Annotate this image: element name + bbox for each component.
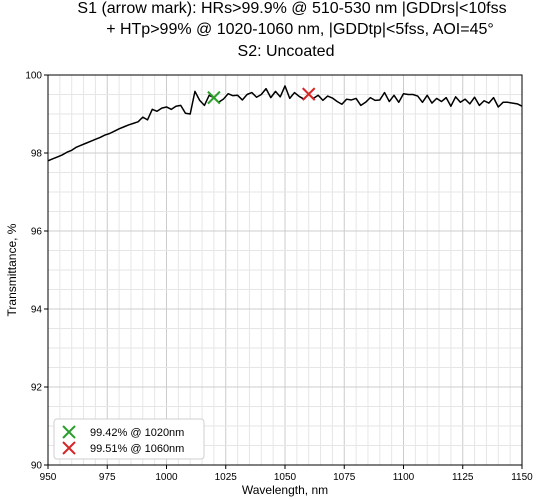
y-axis-label: Transmittance, % (5, 223, 19, 316)
x-tick-label: 1125 (452, 472, 474, 483)
series-layer (47, 85, 523, 162)
x-axis-label: Wavelength, nm (242, 483, 328, 497)
legend-label-1: 99.51% @ 1060nm (90, 443, 184, 455)
x-tick-label: 950 (40, 472, 57, 483)
y-tick-label: 92 (31, 383, 43, 394)
y-tick-label: 94 (31, 305, 43, 316)
title-line-3: S2: Uncoated (238, 43, 335, 60)
x-tick-label: 1150 (511, 472, 533, 483)
legend-label-0: 99.42% @ 1020nm (90, 427, 184, 439)
y-tick-label: 96 (31, 227, 43, 238)
y-tick-label: 100 (25, 71, 42, 82)
x-tick-label: 975 (99, 472, 116, 483)
x-tick-label: 1075 (333, 472, 356, 483)
x-tick-label: 1100 (393, 472, 415, 483)
legend: 99.42% @ 1020nm 99.51% @ 1060nm (53, 418, 205, 460)
marker-layer (207, 87, 316, 105)
series-line-0 (47, 85, 523, 162)
x-tick-label: 1025 (215, 472, 238, 483)
x-axis-ticks: 950 975 1000 1025 1050 1075 1100 1125 1150 (40, 465, 533, 483)
grid (48, 75, 522, 465)
legend-box (53, 418, 205, 460)
title-line-2: + HTp>99% @ 1020-1060 nm, |GDDtp|<5fss, … (106, 21, 494, 38)
y-tick-label: 90 (31, 461, 43, 472)
data-marker-1 (301, 87, 316, 101)
data-marker-0 (207, 90, 221, 105)
y-tick-label: 98 (31, 149, 43, 160)
y-axis-ticks: 90 92 94 96 98 100 (25, 71, 48, 472)
title-line-1: S1 (arrow mark): HRs>99.9% @ 510-530 nm … (77, 0, 506, 17)
chart-title: S1 (arrow mark): HRs>99.9% @ 510-530 nm … (77, 0, 506, 60)
legend-marker-1 (62, 441, 76, 455)
legend-marker-0 (62, 425, 76, 439)
x-tick-label: 1050 (274, 472, 297, 483)
x-tick-label: 1000 (155, 472, 178, 483)
